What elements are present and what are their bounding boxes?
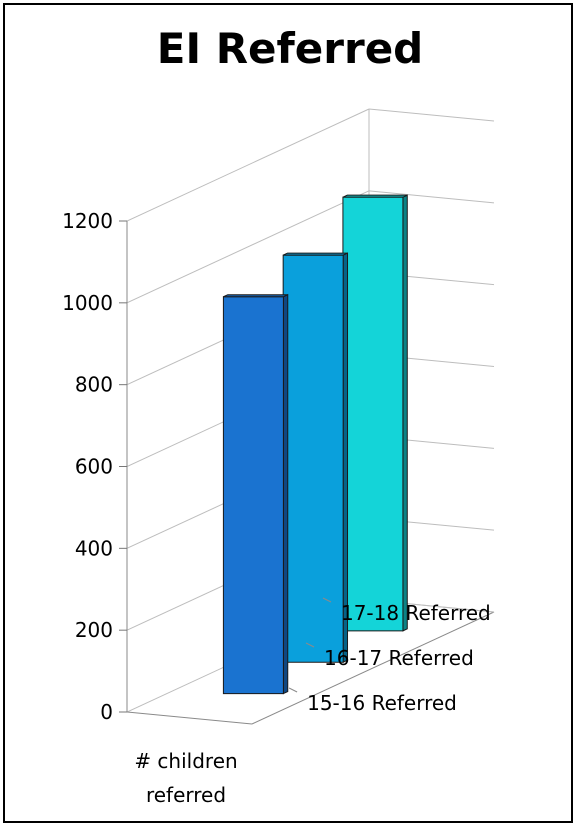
- series-label: 16-17 Referred: [324, 646, 474, 670]
- gridline-side: [126, 108, 370, 222]
- series-tick-mark: [305, 642, 315, 648]
- bar-side-15-16-referred: [282, 293, 289, 695]
- gridline-back: [368, 108, 495, 122]
- chart-title: EI Referred: [156, 24, 424, 73]
- bars: [222, 194, 408, 695]
- y-tick-label: 400: [75, 536, 113, 560]
- floor-front-edge: [126, 711, 253, 725]
- bar-17-18-referred: [342, 196, 404, 632]
- y-tick-label: 200: [75, 618, 113, 642]
- y-tick-label: 1200: [62, 209, 113, 233]
- gridline-back: [368, 190, 495, 204]
- category-label-line1: # children: [134, 749, 237, 773]
- series-tick-mark: [322, 597, 332, 603]
- bar-top-15-16-referred: [223, 294, 288, 298]
- category-label-line2: referred: [146, 783, 226, 807]
- gridline-side: [126, 190, 370, 304]
- y-tick-label: 1000: [62, 291, 113, 315]
- bar-top-16-17-referred: [282, 252, 348, 256]
- bar-side-17-18-referred: [402, 194, 408, 632]
- bar-16-17-referred: [282, 254, 344, 663]
- series-tick-mark: [288, 687, 298, 693]
- series-label: 15-16 Referred: [307, 691, 457, 715]
- bar-top-17-18-referred: [342, 194, 408, 198]
- floor-right-edge: [251, 611, 495, 725]
- y-tick-label: 0: [100, 700, 113, 724]
- series-label: 17-18 Referred: [341, 601, 491, 625]
- y-axis-ticks: 0 200 400 600 800 1000 1200: [62, 209, 127, 724]
- bar-15-16-referred: [222, 296, 284, 695]
- y-tick-label: 600: [75, 455, 113, 479]
- y-tick-label: 800: [75, 373, 113, 397]
- series-depth-labels: 17-18 Referred 16-17 Referred 15-16 Referr…: [288, 597, 491, 715]
